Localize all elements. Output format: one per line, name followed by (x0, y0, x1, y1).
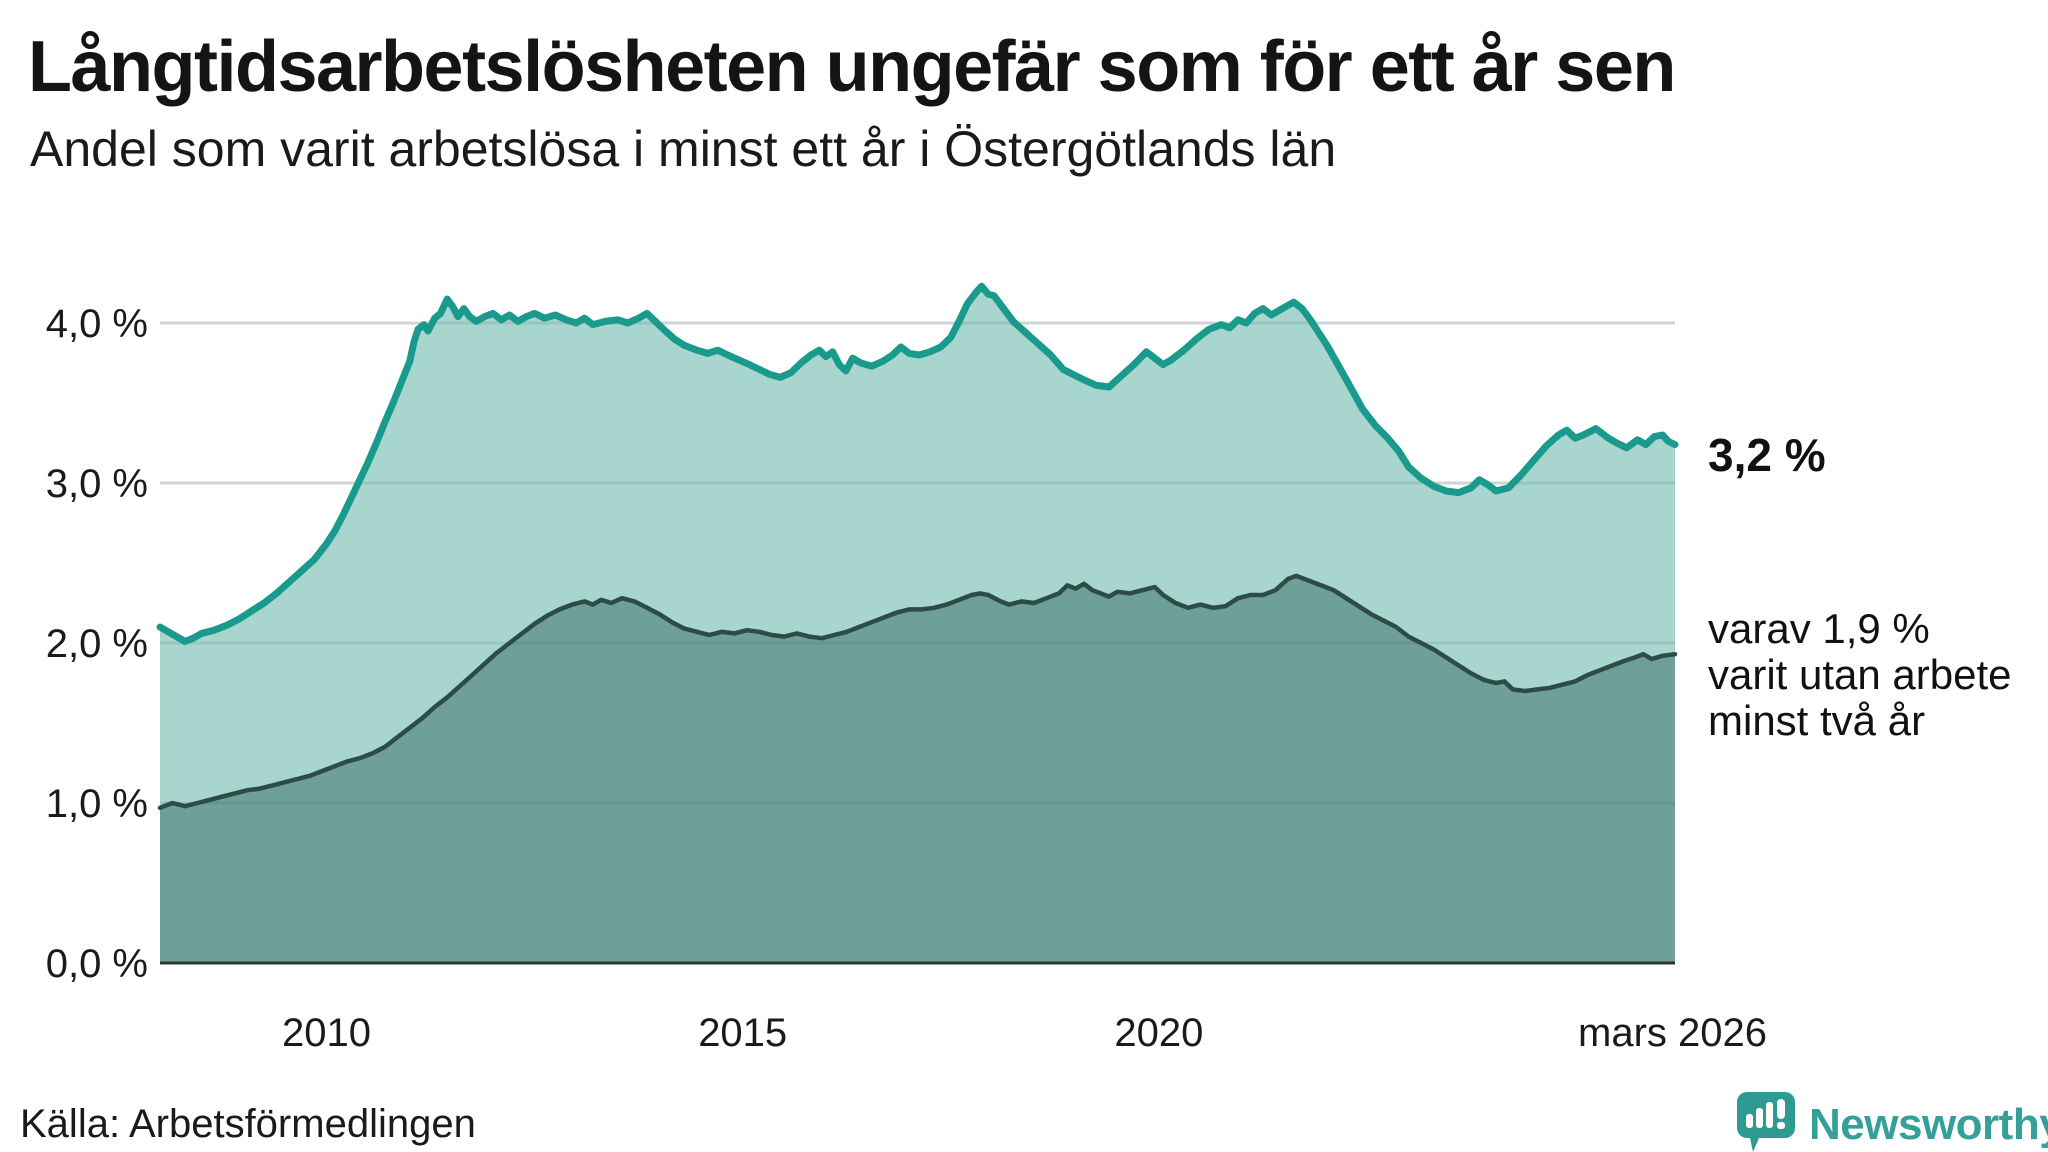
x-axis-label-mars-2026: mars 2026 (1578, 1011, 1767, 1055)
secondary-label-line-2: varit utan arbete (1708, 651, 2012, 698)
y-axis-label-4,0: 4,0 % (46, 302, 148, 346)
secondary-label-line-1: varav 1,9 % (1708, 605, 1930, 652)
bar-1 (1746, 1114, 1753, 1128)
secondary-series-end-value-label: varav 1,9 % varit utan arbete minst två … (1708, 606, 2012, 744)
page-title: Långtidsarbetslösheten ungefär som för e… (28, 27, 1676, 107)
newsworthy-logo-icon (1737, 1092, 1795, 1152)
secondary-label-line-3: minst två år (1708, 697, 1926, 744)
x-axis-label-2020: 2020 (1114, 1011, 1203, 1055)
x-axis-label-2015: 2015 (698, 1011, 787, 1055)
brand-wordmark: Newsworthy (1809, 1100, 2048, 1149)
total-series-end-value-label: 3,2 % (1708, 429, 1826, 481)
newsworthy-branding: Newsworthy (1737, 1092, 2048, 1152)
exclamation-dot (1777, 1122, 1785, 1129)
y-axis-label-1,0: 1,0 % (46, 782, 148, 826)
y-axis-label-3,0: 3,0 % (46, 462, 148, 506)
bar-3 (1766, 1102, 1773, 1128)
bar-2 (1756, 1108, 1763, 1128)
y-axis-label-0,0: 0,0 % (46, 942, 148, 986)
secondary-area-fill (160, 575, 1675, 963)
secondary-series-line (157, 573, 1678, 811)
y-axis-label-2,0: 2,0 % (46, 622, 148, 666)
x-axis-label-2010: 2010 (282, 1011, 371, 1055)
exclamation-stroke (1777, 1099, 1785, 1119)
page-subtitle: Andel som varit arbetslösa i minst ett å… (30, 121, 1337, 177)
source-note: Källa: Arbetsförmedlingen (20, 1102, 476, 1146)
total-series-line (156, 282, 1679, 645)
